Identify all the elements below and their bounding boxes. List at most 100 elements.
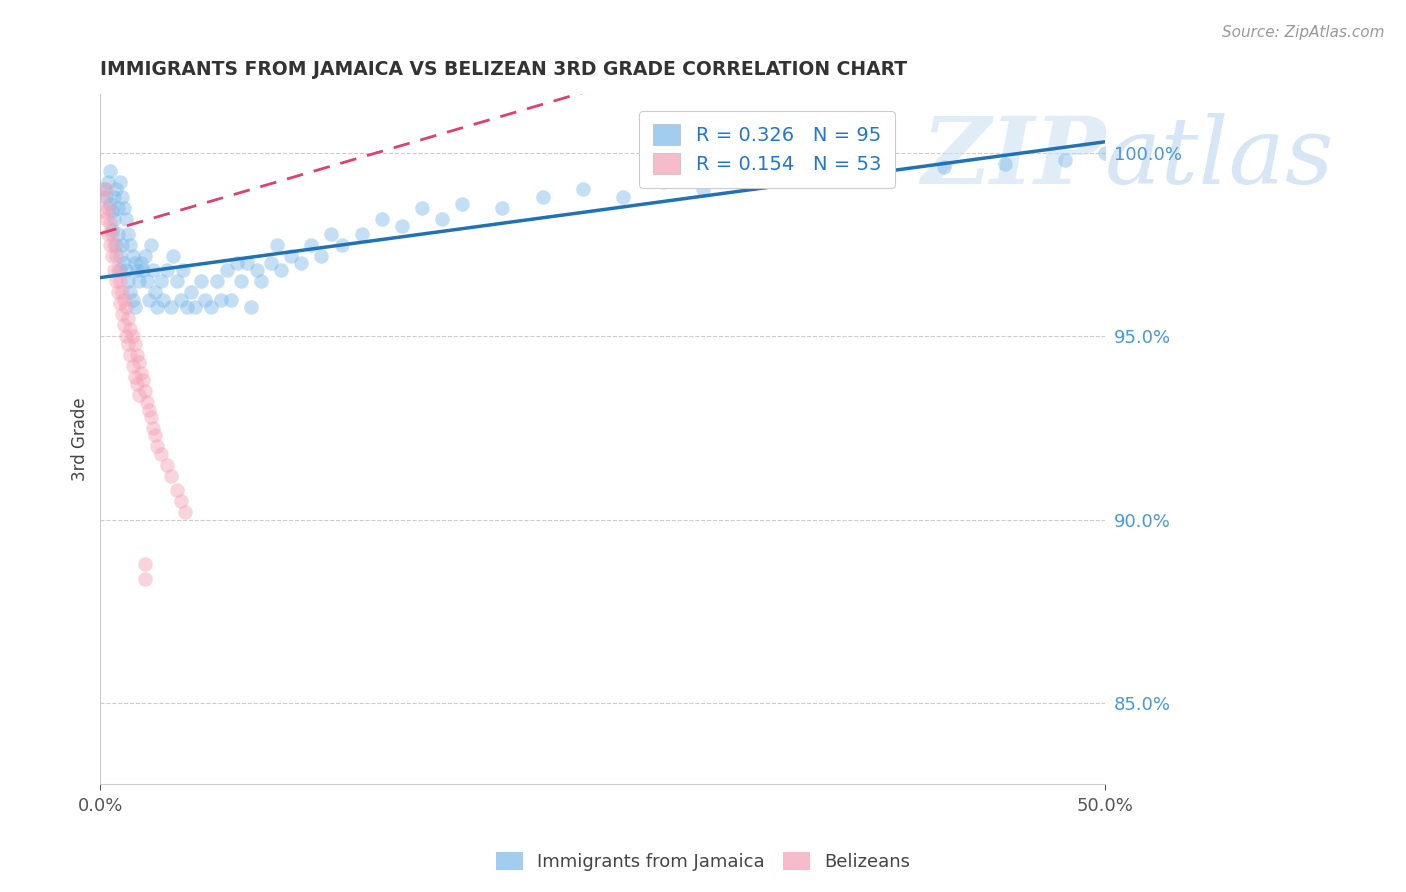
Point: [120, 322, 142, 336]
Point: [145, 300, 167, 314]
Point: [103, 190, 125, 204]
Point: [299, 237, 322, 252]
Point: [96, 211, 118, 226]
Point: [280, 248, 302, 262]
Text: Source: ZipAtlas.com: Source: ZipAtlas.com: [1222, 25, 1385, 40]
Point: [321, 227, 343, 241]
Point: [139, 410, 162, 425]
Point: [103, 263, 125, 277]
Point: [229, 274, 252, 288]
Point: [110, 274, 132, 288]
Point: [149, 447, 172, 461]
Point: [142, 263, 165, 277]
Point: [370, 211, 392, 226]
Point: [125, 263, 148, 277]
Point: [170, 494, 193, 508]
Point: [117, 336, 139, 351]
Point: [97, 175, 120, 189]
Point: [330, 237, 353, 252]
Point: [159, 300, 181, 314]
Text: atlas: atlas: [1105, 113, 1334, 203]
Point: [100, 215, 122, 229]
Point: [129, 256, 152, 270]
Point: [101, 227, 124, 241]
Point: [162, 248, 184, 262]
Point: [180, 285, 202, 300]
Point: [128, 388, 150, 402]
Point: [131, 373, 153, 387]
Point: [115, 300, 138, 314]
Point: [101, 204, 124, 219]
Point: [121, 293, 143, 307]
Point: [612, 190, 634, 204]
Point: [120, 285, 142, 300]
Point: [139, 237, 162, 252]
Point: [246, 263, 269, 277]
Point: [215, 263, 238, 277]
Point: [873, 164, 896, 178]
Point: [138, 293, 160, 307]
Point: [1094, 145, 1116, 160]
Point: [107, 201, 129, 215]
Point: [184, 300, 207, 314]
Point: [391, 219, 413, 234]
Text: ZIP: ZIP: [921, 113, 1105, 203]
Point: [114, 256, 136, 270]
Point: [117, 310, 139, 325]
Point: [236, 256, 259, 270]
Point: [571, 182, 593, 196]
Point: [115, 263, 138, 277]
Point: [91, 190, 114, 204]
Point: [290, 256, 312, 270]
Point: [93, 182, 115, 196]
Point: [531, 190, 554, 204]
Legend: R = 0.326   N = 95, R = 0.154   N = 53: R = 0.326 N = 95, R = 0.154 N = 53: [640, 111, 894, 188]
Point: [107, 285, 129, 300]
Point: [120, 348, 142, 362]
Point: [190, 274, 212, 288]
Point: [120, 237, 142, 252]
Point: [111, 285, 134, 300]
Point: [114, 293, 136, 307]
Point: [121, 359, 143, 373]
Point: [166, 483, 188, 498]
Point: [135, 274, 157, 288]
Point: [125, 376, 148, 391]
Point: [1054, 153, 1077, 167]
Point: [125, 348, 148, 362]
Point: [97, 227, 120, 241]
Point: [226, 256, 249, 270]
Point: [107, 227, 129, 241]
Point: [93, 204, 115, 219]
Point: [752, 175, 775, 189]
Point: [152, 293, 174, 307]
Point: [270, 263, 292, 277]
Point: [101, 248, 124, 262]
Point: [240, 300, 263, 314]
Point: [451, 197, 474, 211]
Point: [110, 296, 132, 310]
Point: [134, 572, 156, 586]
Point: [142, 421, 165, 435]
Point: [194, 293, 217, 307]
Point: [131, 263, 153, 277]
Point: [205, 274, 228, 288]
Point: [411, 201, 433, 215]
Point: [100, 197, 122, 211]
Point: [110, 175, 132, 189]
Point: [149, 274, 172, 288]
Point: [128, 355, 150, 369]
Point: [176, 300, 198, 314]
Point: [159, 468, 181, 483]
Point: [128, 274, 150, 288]
Legend: Immigrants from Jamaica, Belizeans: Immigrants from Jamaica, Belizeans: [488, 845, 918, 879]
Point: [166, 274, 188, 288]
Point: [114, 201, 136, 215]
Point: [430, 211, 453, 226]
Point: [111, 307, 134, 321]
Point: [145, 439, 167, 453]
Point: [107, 263, 129, 277]
Point: [105, 237, 128, 252]
Point: [200, 300, 222, 314]
Point: [143, 428, 166, 442]
